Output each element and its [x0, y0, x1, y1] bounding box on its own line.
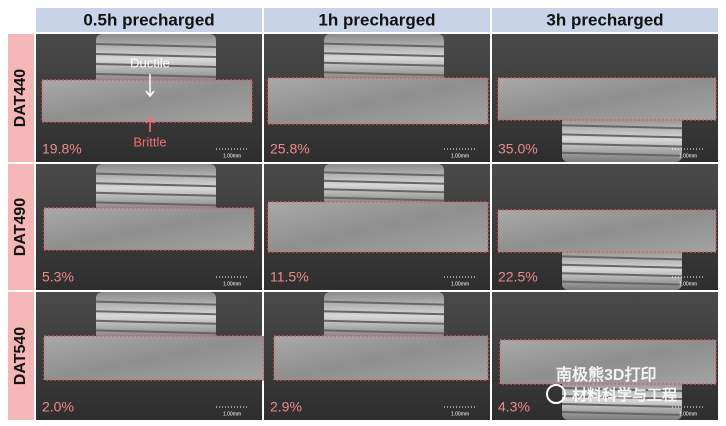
thread-groove — [95, 43, 217, 48]
thread-groove — [323, 300, 445, 306]
fracture-surface — [43, 207, 255, 251]
brittle-arrow — [145, 116, 155, 132]
scale-label: 1.00mm — [451, 153, 469, 159]
sem-panel: 2.0% 1.00mm — [36, 292, 265, 420]
column-header-box — [264, 8, 490, 32]
grid: 0.5h precharged 1h precharged 3h precharge… — [8, 8, 718, 420]
thread-groove — [561, 142, 683, 148]
thread-groove — [561, 403, 683, 408]
thread-groove — [323, 42, 445, 48]
brittle-fraction: 25.8% — [270, 141, 310, 157]
row-label-box — [8, 164, 34, 290]
fracture-surface — [267, 77, 489, 125]
column-header: 3h precharged — [546, 10, 663, 29]
brittle-fraction: 2.9% — [270, 399, 302, 415]
row-label: DAT540 — [12, 327, 29, 385]
fracture-surface — [267, 201, 489, 253]
watermark-subtitle: 材料科学与工程 — [572, 386, 677, 404]
thread-groove — [323, 196, 445, 202]
thread-groove — [323, 171, 445, 177]
thread-groove — [561, 255, 683, 261]
brittle-fraction: 35.0% — [498, 141, 538, 157]
thread-groove — [95, 182, 217, 188]
thread-groove — [323, 179, 445, 185]
thread-groove — [561, 151, 683, 157]
ductile-label: Ductile — [130, 55, 170, 70]
thread-groove — [561, 280, 683, 286]
thread-groove — [95, 53, 217, 58]
thread-groove — [561, 395, 683, 400]
brittle-fraction: 4.3% — [498, 399, 530, 415]
thread-groove — [95, 73, 217, 78]
watermark-title: 南极熊3D打印 — [556, 365, 656, 384]
column-header: 1h precharged — [318, 10, 435, 29]
thread-groove — [95, 310, 217, 316]
sem-panel: 35.0% 1.00mm — [492, 34, 718, 162]
thread-groove — [561, 387, 683, 392]
brittle-fraction: 2.0% — [42, 399, 74, 415]
thread-groove — [323, 310, 445, 316]
column-header-box — [36, 8, 262, 32]
brittle-fraction: 11.5% — [270, 269, 309, 285]
thread-groove — [561, 263, 683, 269]
ductile-arrow — [145, 74, 155, 98]
brittle-fraction: 5.3% — [42, 269, 74, 285]
sem-panel: 19.8% 1.00mm — [36, 34, 262, 162]
thread-groove — [561, 411, 683, 416]
sem-panel: 22.5% 1.00mm — [492, 164, 718, 290]
thread-groove — [95, 191, 217, 197]
fracture-surface — [41, 79, 253, 123]
row-label: DAT490 — [12, 198, 29, 256]
brittle-label: Brittle — [133, 134, 166, 149]
brittle-fraction: 22.5% — [498, 269, 538, 285]
fracture-surface — [273, 335, 489, 381]
row-label-box — [8, 292, 34, 420]
fracture-surface — [499, 339, 717, 385]
brittle-fraction: 19.8% — [42, 141, 82, 157]
fracture-surface — [43, 335, 265, 381]
thread-groove — [95, 172, 217, 178]
thread-groove — [323, 61, 445, 67]
thread-groove — [95, 329, 217, 335]
thread-groove — [323, 319, 445, 325]
scale-label: 1.00mm — [679, 281, 697, 287]
row-label: DAT440 — [12, 69, 29, 127]
sem-panel: 2.9% 1.00mm — [264, 292, 490, 420]
thread-groove — [95, 63, 217, 68]
fracture-surface — [497, 77, 717, 121]
thread-groove — [323, 188, 445, 194]
thread-groove — [323, 329, 445, 335]
thread-groove — [561, 133, 683, 139]
scale-label: 1.00mm — [223, 281, 241, 287]
thread-groove — [95, 300, 217, 306]
scale-label: 1.00mm — [223, 153, 241, 159]
thread-groove — [323, 71, 445, 77]
thread-groove — [561, 124, 683, 130]
sem-panel: 11.5% 1.00mm — [264, 164, 490, 290]
scale-label: 1.00mm — [679, 153, 697, 159]
watermark-icon — [546, 384, 566, 404]
thread-groove — [95, 319, 217, 325]
thread-groove — [561, 272, 683, 278]
sem-panel: 5.3% 1.00mm — [36, 164, 262, 290]
scale-label: 1.00mm — [451, 281, 469, 287]
scale-label: 1.00mm — [223, 411, 241, 417]
column-header-box — [492, 8, 718, 32]
sem-panel: 25.8% 1.00mm — [264, 34, 490, 162]
scale-label: 1.00mm — [679, 411, 697, 417]
thread-groove — [95, 201, 217, 207]
thread-groove — [323, 52, 445, 58]
fracture-surface — [497, 209, 717, 253]
sem-panel: 4.3% 1.00mm — [492, 292, 718, 420]
column-header: 0.5h precharged — [83, 10, 214, 29]
row-label-box — [8, 34, 34, 162]
scale-label: 1.00mm — [451, 411, 469, 417]
